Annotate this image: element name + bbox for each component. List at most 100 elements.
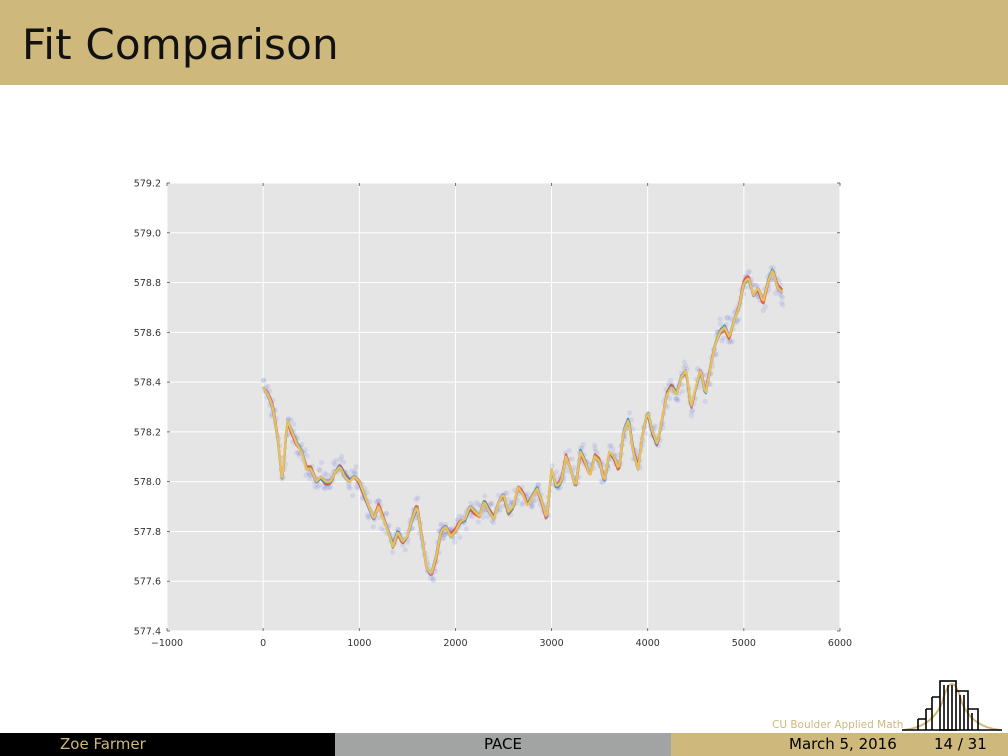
data-point [321, 486, 328, 492]
data-point [475, 502, 482, 508]
data-point [389, 549, 396, 555]
data-point [727, 339, 734, 345]
data-point [331, 460, 337, 466]
data-point [490, 519, 497, 525]
data-point [627, 410, 633, 416]
data-point [316, 482, 322, 488]
data-point [727, 315, 734, 321]
data-point [665, 381, 672, 387]
data-point [457, 534, 463, 540]
data-point [305, 470, 312, 476]
data-point [381, 527, 387, 534]
data-point [383, 510, 389, 516]
footer-title: PACE [483, 735, 523, 753]
data-point [489, 500, 495, 507]
data-point [332, 462, 338, 468]
y-tick-label: 577.6 [134, 577, 161, 588]
data-point [315, 484, 321, 490]
data-point [404, 539, 411, 546]
y-tick-label: 578.6 [134, 328, 161, 339]
data-point [615, 452, 621, 458]
footer-title-section: PACE [335, 733, 671, 756]
data-point [261, 377, 267, 383]
data-point [451, 535, 457, 541]
data-point [375, 498, 381, 505]
data-point [441, 535, 447, 541]
data-point [322, 470, 328, 477]
x-tick-label: 0 [260, 638, 266, 649]
data-point [302, 447, 308, 453]
data-point [438, 521, 444, 527]
data-point [348, 468, 355, 474]
data-point [365, 515, 371, 521]
data-point [679, 388, 685, 394]
data-point [729, 338, 735, 345]
data-point [717, 316, 723, 322]
data-point [746, 268, 753, 274]
data-point [519, 501, 525, 508]
data-point [681, 365, 687, 371]
data-point [713, 352, 719, 358]
institute-label: CU Boulder Applied Math [772, 719, 904, 731]
x-tick-label: 4000 [636, 638, 660, 649]
data-point [549, 463, 555, 469]
title-bar: Fit Comparison [0, 0, 1008, 85]
data-point [354, 484, 360, 490]
data-point [569, 456, 575, 462]
y-tick-label: 578.2 [134, 427, 161, 438]
data-point [296, 453, 302, 459]
data-point [327, 484, 334, 490]
data-point [413, 496, 419, 502]
data-point [261, 377, 267, 384]
data-point [535, 481, 541, 488]
footer-author: Zoe Farmer [60, 735, 146, 753]
data-point [532, 497, 538, 503]
data-point [480, 514, 486, 520]
data-point [667, 395, 673, 401]
x-tick-label: 3000 [539, 638, 563, 649]
data-point [683, 363, 689, 369]
data-point [702, 398, 708, 405]
data-point [719, 338, 725, 344]
data-point [779, 294, 785, 300]
data-point [364, 512, 370, 518]
data-point [694, 366, 701, 372]
data-point [673, 395, 679, 402]
data-point [353, 464, 359, 470]
data-point [430, 577, 436, 583]
data-point [760, 307, 766, 314]
data-point [288, 417, 294, 423]
data-point [473, 499, 480, 505]
data-point [606, 443, 613, 449]
data-point [339, 453, 345, 460]
data-point [725, 339, 732, 345]
data-point [316, 466, 322, 472]
data-point [265, 383, 271, 390]
data-point [499, 503, 505, 509]
data-point [352, 468, 358, 474]
x-tick-label: 1000 [347, 638, 371, 649]
data-point [318, 459, 325, 466]
data-point [778, 293, 784, 299]
plot-area [167, 183, 840, 631]
data-point [529, 502, 535, 508]
axis-ticks: −1000 0 1000 2000 3000 4000 5000 6000 577.4 577.6… [134, 179, 852, 650]
cu-building-logo-icon [902, 680, 1002, 731]
data-point [689, 408, 695, 415]
data-point [643, 430, 649, 436]
data-point [459, 514, 465, 520]
data-point [610, 446, 616, 452]
data-point [463, 526, 470, 532]
y-tick-label: 578.4 [134, 378, 161, 389]
data-point [630, 426, 636, 432]
data-point [394, 526, 401, 533]
data-point [773, 290, 779, 296]
data-point [528, 504, 534, 510]
data-point [291, 421, 297, 427]
data-point [488, 501, 494, 507]
data-point [364, 489, 370, 496]
data-point [294, 449, 300, 456]
footer-author-section: Zoe Farmer [0, 733, 335, 756]
data-point [578, 445, 584, 451]
data-point [779, 299, 785, 306]
